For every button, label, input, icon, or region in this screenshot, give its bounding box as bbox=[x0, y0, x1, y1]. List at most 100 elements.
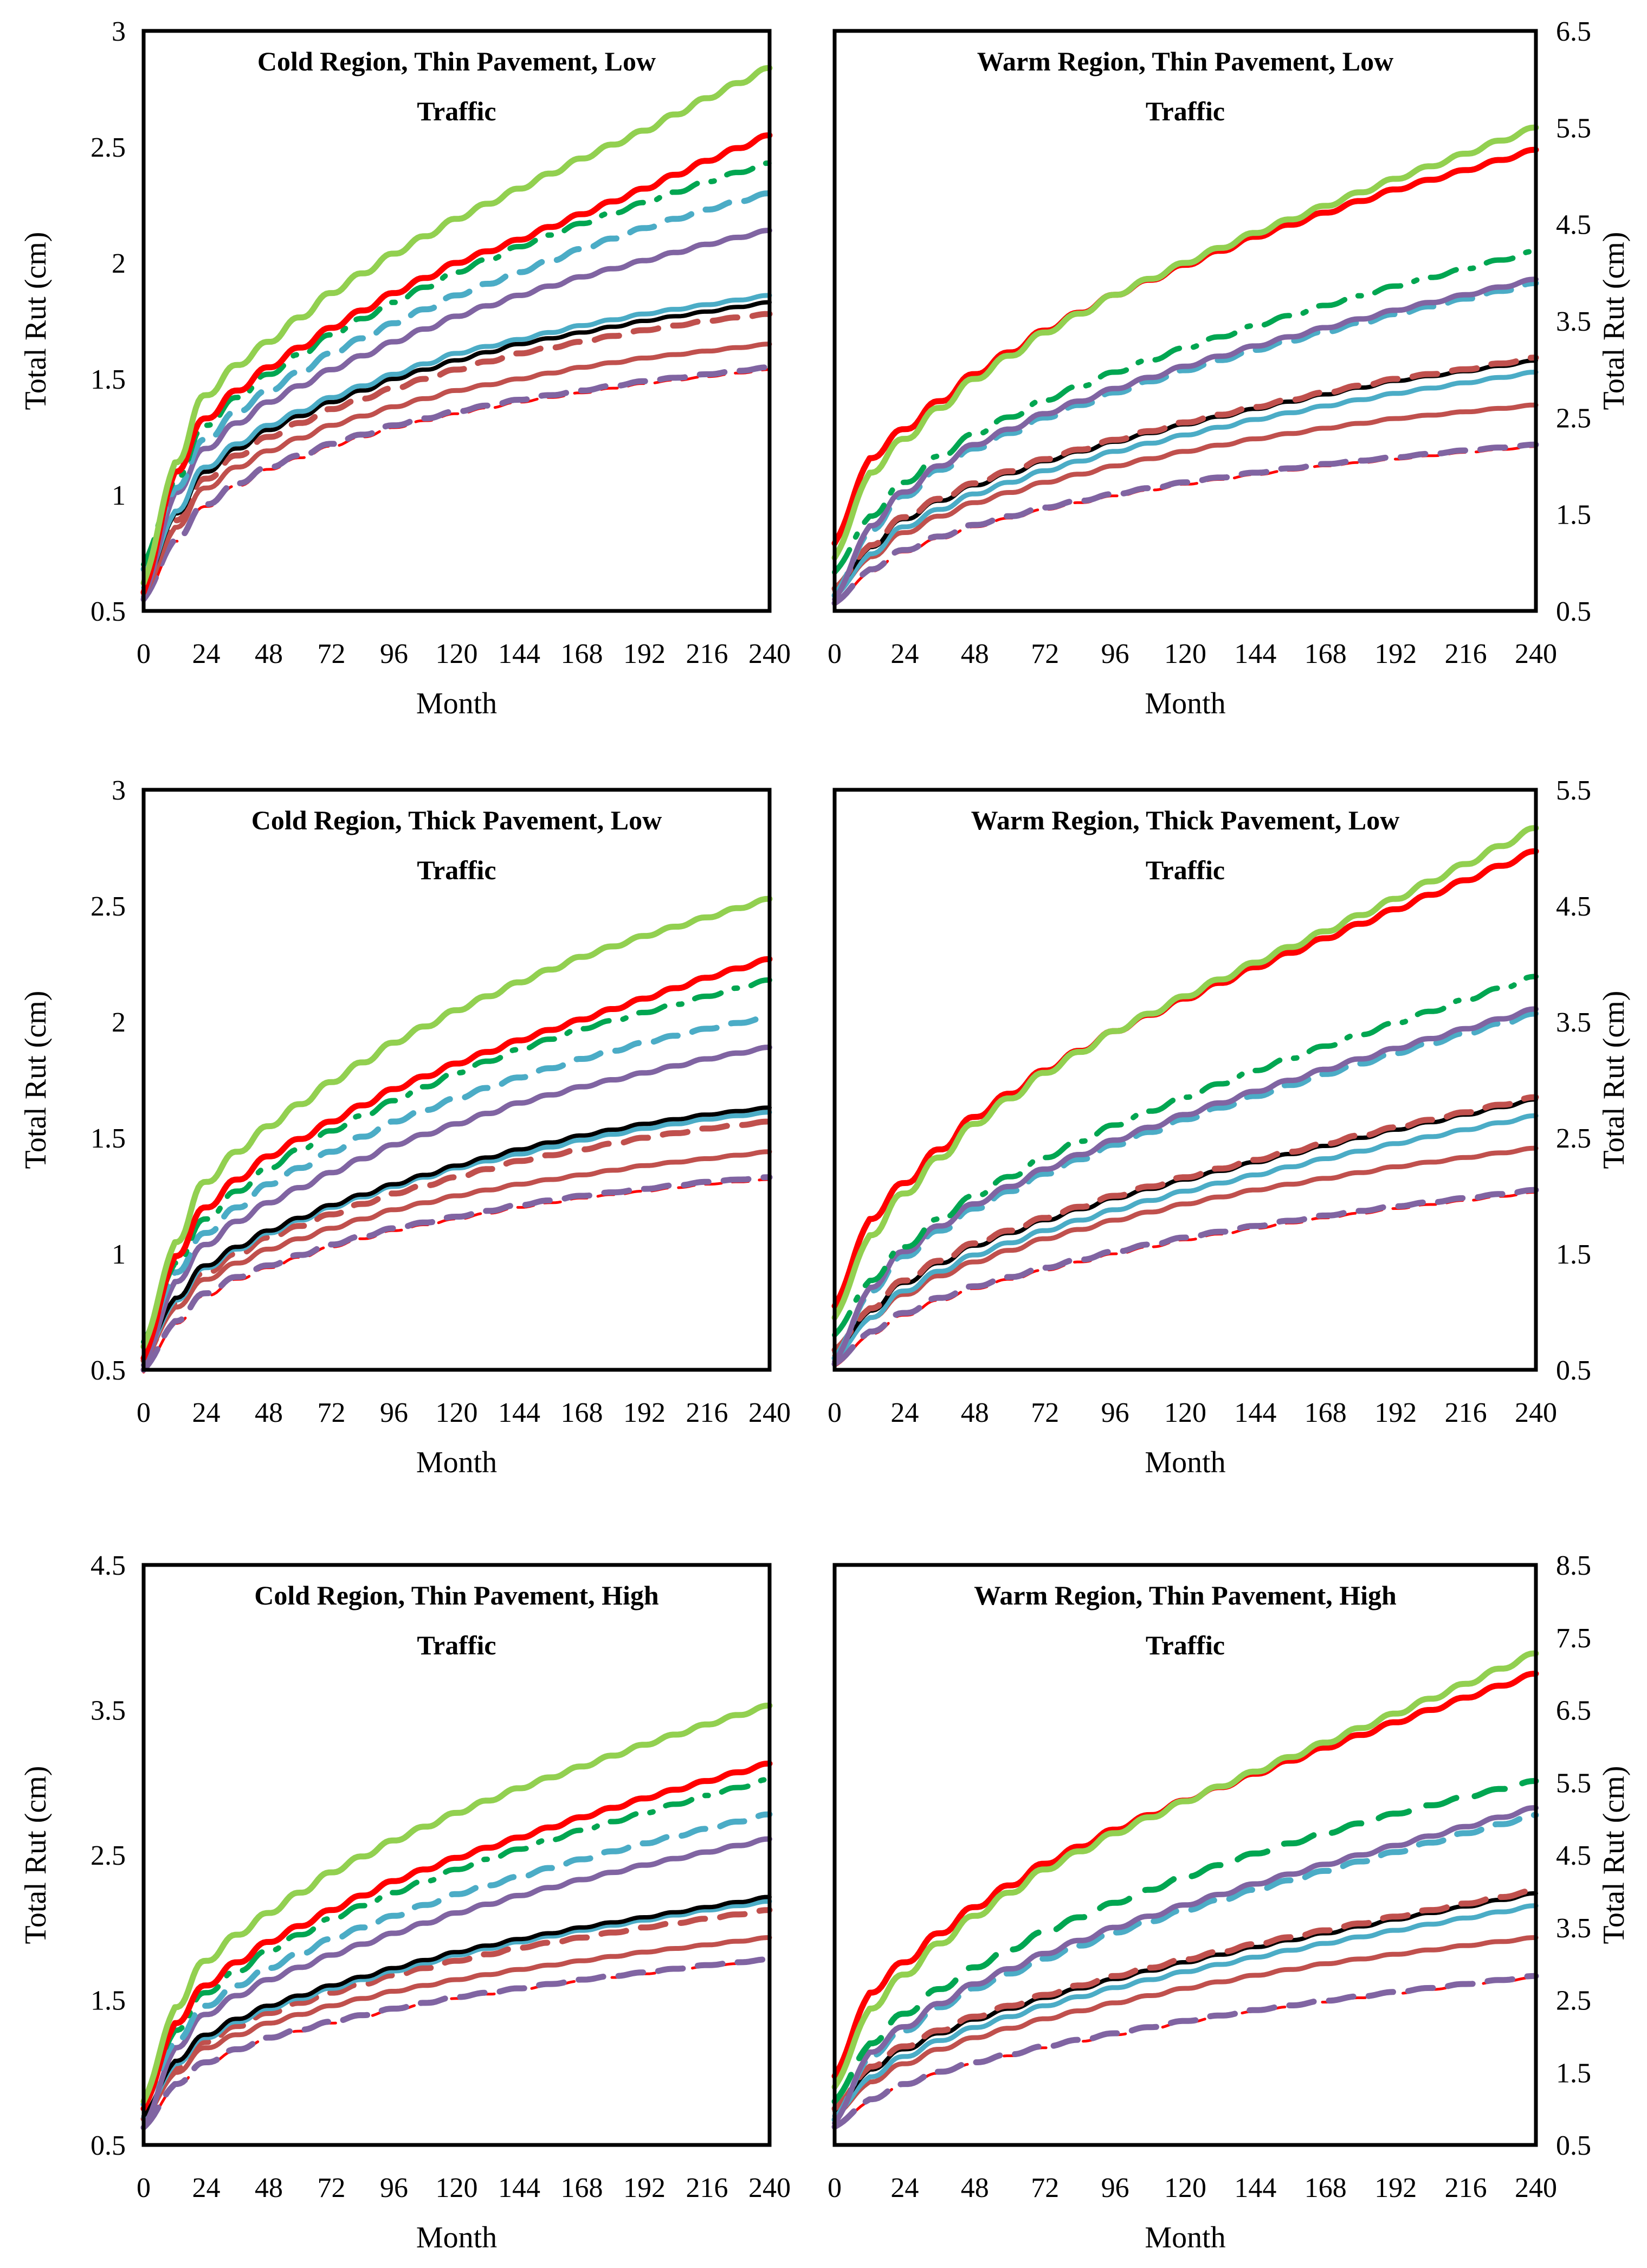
x-tick-label: 0 bbox=[137, 2173, 151, 2203]
series-line-light-green-solid bbox=[831, 1650, 1539, 2090]
y-tick-label: 3.5 bbox=[1556, 306, 1591, 337]
y-axis-label: Total Rut (cm) bbox=[19, 1766, 53, 1944]
chart-warm-thin-low-traffic: Warm Region, Thin Pavement, Low Traffic 0.… bbox=[828, 16, 1631, 720]
series-line-green-dash-dot bbox=[832, 974, 1539, 1338]
x-tick-label: 240 bbox=[1515, 2173, 1557, 2203]
series-line-green-dash-dot bbox=[141, 160, 772, 568]
x-tick-label: 192 bbox=[623, 1397, 666, 1428]
y-tick-label: 3 bbox=[112, 16, 126, 47]
x-axis-label: Month bbox=[416, 2221, 497, 2254]
y-tick-label: 3.5 bbox=[91, 1696, 126, 1726]
series-line-red-solid bbox=[140, 956, 773, 1362]
x-axis-label: Month bbox=[1145, 1446, 1225, 1479]
panel-title: Warm Region, Thick Pavement, Low bbox=[971, 805, 1400, 835]
y-tick-label: 1 bbox=[112, 480, 126, 511]
series-line-light-green-solid bbox=[831, 825, 1539, 1321]
series-line-black-solid bbox=[141, 1895, 772, 2118]
x-tick-label: 96 bbox=[380, 2173, 408, 2203]
x-tick-label: 168 bbox=[1304, 2173, 1347, 2203]
chart-cold-thick-low-traffic: Cold Region, Thick Pavement, Low Traffic 0… bbox=[19, 775, 791, 1479]
panel-title: Cold Region, Thin Pavement, High bbox=[254, 1580, 659, 1610]
x-tick-label: 120 bbox=[1164, 639, 1206, 669]
chart-cold-thin-high-traffic: Cold Region, Thin Pavement, High Traffic 0… bbox=[19, 1550, 791, 2254]
series-line-purple-solid bbox=[141, 1045, 772, 1368]
y-tick-label: 2.5 bbox=[1556, 1986, 1591, 2016]
x-tick-label: 120 bbox=[436, 1397, 478, 1428]
x-tick-label: 144 bbox=[498, 2173, 540, 2203]
panel-title: Traffic bbox=[417, 1630, 496, 1660]
x-tick-label: 48 bbox=[255, 1397, 283, 1428]
series-line-teal-solid bbox=[141, 1899, 772, 2120]
x-tick-label: 48 bbox=[961, 639, 989, 669]
series-line-red-thin-dashed bbox=[142, 368, 771, 603]
series-line-red-thin-dashed bbox=[833, 1976, 1538, 2130]
x-tick-label: 144 bbox=[1234, 639, 1276, 669]
x-tick-label: 144 bbox=[498, 639, 540, 669]
x-tick-label: 192 bbox=[623, 2173, 666, 2203]
x-tick-label: 96 bbox=[1101, 639, 1129, 669]
y-tick-label: 2 bbox=[112, 248, 126, 279]
x-tick-label: 216 bbox=[686, 639, 728, 669]
series-line-teal-dashed bbox=[831, 280, 1539, 598]
series-line-brown-solid bbox=[141, 1149, 772, 1361]
series-line-teal-dashed bbox=[140, 1014, 773, 1350]
series-line-brown-solid bbox=[141, 1935, 772, 2122]
series-line-red-solid bbox=[831, 1671, 1539, 2079]
x-tick-label: 72 bbox=[318, 2173, 346, 2203]
y-tick-label: 1 bbox=[112, 1239, 126, 1270]
plot-border bbox=[141, 1563, 772, 2147]
x-tick-label: 240 bbox=[748, 2173, 791, 2203]
x-tick-label: 0 bbox=[828, 2173, 842, 2203]
panel-title: Traffic bbox=[1146, 855, 1225, 885]
y-tick-label: 0.5 bbox=[91, 596, 126, 627]
panel-title: Traffic bbox=[417, 855, 496, 885]
x-tick-label: 72 bbox=[318, 639, 346, 669]
y-tick-label: 5.5 bbox=[1556, 113, 1591, 144]
x-tick-label: 0 bbox=[828, 1397, 842, 1428]
series-line-green-dash-dot bbox=[141, 1776, 772, 2104]
series-line-brown-dashed bbox=[831, 355, 1539, 592]
series-line-purple-dashed bbox=[140, 364, 773, 603]
x-axis-label: Month bbox=[1145, 2221, 1225, 2254]
y-axis-label: Total Rut (cm) bbox=[19, 232, 53, 410]
y-tick-label: 1.5 bbox=[1556, 2058, 1591, 2089]
y-tick-label: 0.5 bbox=[1556, 2130, 1591, 2161]
panel-title: Cold Region, Thin Pavement, Low bbox=[257, 46, 656, 76]
x-tick-label: 72 bbox=[1031, 2173, 1059, 2203]
panel-title: Warm Region, Thin Pavement, Low bbox=[977, 46, 1394, 76]
series-line-black-solid bbox=[141, 1105, 772, 1358]
plot-border bbox=[832, 29, 1538, 613]
series-line-brown-solid bbox=[832, 1935, 1539, 2118]
series-line-purple-dashed bbox=[140, 1174, 773, 1373]
x-axis-label: Month bbox=[416, 687, 497, 720]
plot-border bbox=[832, 1563, 1538, 2147]
panel-title: Warm Region, Thin Pavement, High bbox=[974, 1580, 1397, 1610]
x-tick-label: 48 bbox=[255, 2173, 283, 2203]
series-line-purple-solid bbox=[141, 1836, 772, 2130]
series-line-brown-dashed bbox=[140, 1118, 773, 1364]
x-tick-label: 120 bbox=[436, 2173, 478, 2203]
y-axis-label: Total Rut (cm) bbox=[1597, 232, 1631, 410]
x-tick-label: 96 bbox=[380, 1397, 408, 1428]
y-tick-label: 5.5 bbox=[1556, 1768, 1591, 1799]
series-line-brown-solid bbox=[832, 402, 1539, 597]
x-tick-label: 240 bbox=[1515, 1397, 1557, 1428]
series-line-light-green-solid bbox=[140, 895, 773, 1350]
x-tick-label: 216 bbox=[686, 1397, 728, 1428]
x-tick-label: 168 bbox=[1304, 639, 1347, 669]
x-tick-label: 0 bbox=[137, 1397, 151, 1428]
panel-title: Traffic bbox=[1146, 96, 1225, 126]
series-line-purple-dashed bbox=[831, 1187, 1539, 1367]
x-tick-label: 72 bbox=[1031, 1397, 1059, 1428]
series-line-black-solid bbox=[141, 300, 772, 592]
y-tick-label: 2.5 bbox=[91, 132, 126, 163]
x-tick-label: 120 bbox=[1164, 2173, 1206, 2203]
y-tick-label: 1.5 bbox=[1556, 1239, 1591, 1270]
x-tick-label: 168 bbox=[561, 2173, 603, 2203]
x-tick-label: 48 bbox=[961, 1397, 989, 1428]
x-tick-label: 72 bbox=[318, 1397, 346, 1428]
y-tick-label: 6.5 bbox=[1556, 1696, 1591, 1726]
x-tick-label: 120 bbox=[436, 639, 478, 669]
series-line-brown-dashed bbox=[140, 1907, 773, 2122]
y-tick-label: 0.5 bbox=[1556, 596, 1591, 627]
